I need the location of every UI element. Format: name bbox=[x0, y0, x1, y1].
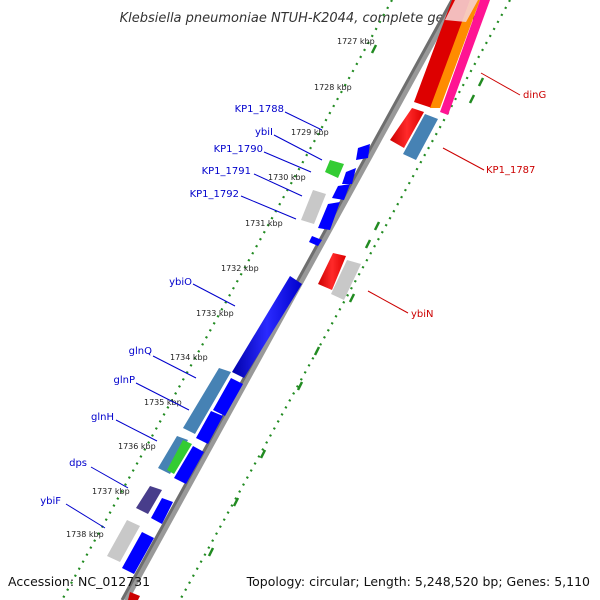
leader-line bbox=[480, 72, 521, 96]
gene-KP1_1787-red[interactable] bbox=[390, 108, 424, 148]
tick-label: 1738 kbp bbox=[66, 530, 104, 539]
gene-label: glnH bbox=[91, 412, 114, 423]
gene-KP1_1790[interactable] bbox=[342, 168, 356, 184]
leader-line bbox=[253, 173, 303, 197]
gene-KP1_1788[interactable] bbox=[356, 144, 370, 160]
tick-mark bbox=[296, 381, 304, 391]
tick-label: 1736 kbp bbox=[118, 442, 156, 451]
gene-label: KP1_1791 bbox=[202, 166, 251, 177]
gene-label: ybiI bbox=[255, 127, 273, 138]
gene-label: ybiN bbox=[411, 309, 434, 320]
gene-label: dps bbox=[69, 458, 87, 469]
gene-glnQ[interactable] bbox=[183, 368, 231, 434]
gene-dps[interactable] bbox=[136, 486, 162, 514]
leader-line bbox=[240, 195, 297, 220]
tick-label: 1731 kbp bbox=[245, 219, 283, 228]
gene-ybiF-forward[interactable] bbox=[122, 532, 154, 574]
gene-KP1_1792[interactable] bbox=[301, 190, 326, 224]
tick-mark bbox=[348, 293, 356, 303]
gene-feature-pink[interactable] bbox=[440, 0, 490, 115]
leader-line bbox=[192, 283, 236, 307]
leader-line bbox=[263, 151, 312, 173]
gene-KP1_1787[interactable] bbox=[403, 114, 438, 160]
gene-label: KP1_1790 bbox=[214, 144, 263, 155]
gene-glnP[interactable] bbox=[213, 378, 243, 416]
tick-label: 1727 kbp bbox=[337, 37, 375, 46]
tick-mark bbox=[364, 239, 372, 249]
gene-glnH[interactable] bbox=[167, 440, 192, 474]
map-title: Klebsiella pneumoniae NTUH-K2044, comple… bbox=[120, 11, 481, 26]
gene-label: ybiF bbox=[40, 496, 61, 507]
gene-ybiI[interactable] bbox=[325, 160, 344, 178]
tick-mark bbox=[232, 497, 240, 507]
gene-label: KP1_1787 bbox=[486, 165, 535, 176]
tick-mark bbox=[313, 346, 321, 356]
summary-label: Topology: circular; Length: 5,248,520 bp… bbox=[246, 574, 590, 589]
leader-line bbox=[442, 147, 485, 171]
gene-dinG[interactable] bbox=[414, 0, 470, 108]
gene-ybiN[interactable] bbox=[331, 260, 361, 300]
leader-line bbox=[152, 355, 197, 379]
gene-feature-pale[interactable] bbox=[445, 0, 478, 22]
leader-line bbox=[65, 503, 106, 529]
gene-label: ybiO bbox=[169, 277, 192, 288]
gene-bottom[interactable] bbox=[128, 592, 140, 600]
accession-label: Accession: NC_012731 bbox=[8, 574, 150, 589]
gene-glnH-forward[interactable] bbox=[174, 446, 204, 484]
gene-label: dinG bbox=[523, 90, 546, 101]
tick-label: 1735 kbp bbox=[144, 398, 182, 407]
gene-label: glnP bbox=[114, 375, 136, 386]
tick-mark bbox=[259, 449, 267, 459]
leader-line bbox=[90, 466, 129, 489]
leader-line bbox=[135, 382, 190, 411]
gene-ybiF[interactable] bbox=[107, 520, 140, 562]
gene-label: KP1_1788 bbox=[235, 104, 284, 115]
leader-line bbox=[367, 290, 409, 314]
tick-label: 1732 kbp bbox=[221, 264, 259, 273]
tick-label: 1734 kbp bbox=[170, 353, 208, 362]
tick-label: 1728 kbp bbox=[314, 83, 352, 92]
tick-label: 1730 kbp bbox=[268, 173, 306, 182]
gene-label: KP1_1792 bbox=[190, 189, 239, 200]
tick-mark bbox=[477, 77, 485, 87]
gene-forward[interactable] bbox=[309, 236, 322, 246]
gene-label: glnQ bbox=[129, 346, 152, 357]
tick-mark bbox=[468, 94, 476, 104]
gene-dps-forward[interactable] bbox=[151, 498, 173, 524]
gene-KP1_1791[interactable] bbox=[332, 184, 350, 200]
tick-mark bbox=[373, 221, 381, 231]
tick-mark bbox=[207, 547, 215, 557]
tick-label: 1733 kbp bbox=[196, 309, 234, 318]
gene-feature-orange[interactable] bbox=[430, 0, 480, 108]
gene-glnP-2[interactable] bbox=[196, 411, 223, 444]
gene-ybiN-red[interactable] bbox=[318, 253, 346, 290]
gene-forward[interactable] bbox=[318, 202, 340, 230]
leader-line bbox=[273, 134, 323, 161]
leader-line bbox=[115, 419, 158, 442]
tick-label: 1737 kbp bbox=[92, 487, 130, 496]
gene-ybiO[interactable] bbox=[232, 276, 302, 378]
tick-label: 1729 kbp bbox=[291, 128, 329, 137]
tick-mark bbox=[370, 44, 378, 54]
leader-line bbox=[284, 111, 323, 131]
